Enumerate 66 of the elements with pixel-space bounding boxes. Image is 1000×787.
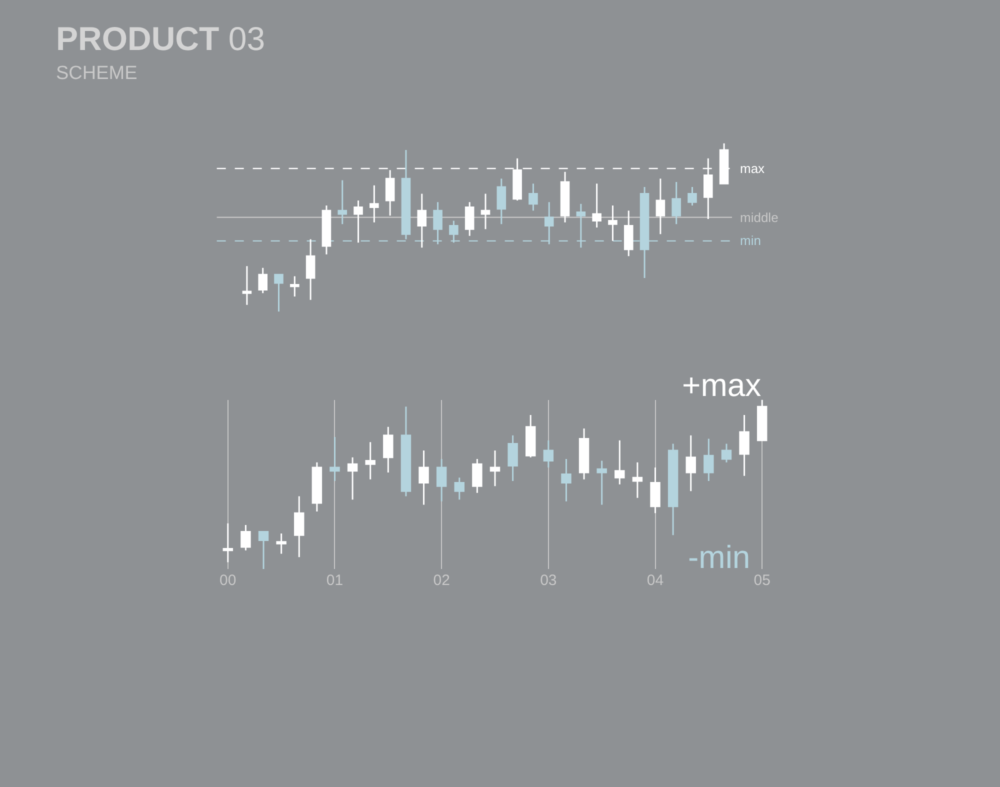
candlestick [596,460,607,506]
candlestick [686,434,696,492]
candlestick [383,426,394,474]
x-tick-label: 04 [646,572,664,589]
candlestick [578,428,590,480]
candlestick [276,532,286,555]
candlestick [560,171,570,224]
candlestick [385,169,395,216]
candlestick [656,178,666,235]
candlestick [464,201,474,237]
candlestick [490,450,500,487]
candlestick [672,181,681,225]
candlestick [400,406,412,497]
candlestick [704,438,714,482]
candlestick [592,182,602,228]
candlestick [454,476,464,500]
x-tick-label: 02 [433,572,450,589]
ref-line-label: min [740,233,761,248]
x-tick-label: 03 [540,572,557,589]
candlestick [608,204,618,242]
candlestick [688,186,697,206]
candlestick [330,436,340,482]
candlestick [721,443,732,464]
x-tick-label: 05 [754,572,770,589]
candlestick [242,265,252,306]
candlestick [347,456,358,500]
candlestick [240,524,251,552]
candlestick [543,440,554,468]
x-tick-label: 01 [326,572,344,589]
candlestick [739,414,750,477]
candlestick [508,434,518,482]
x-tick-label: 00 [220,572,236,589]
candlestick [417,193,427,248]
ref-line-label: middle [740,210,778,225]
candlestick [294,495,304,558]
annotation: -min [688,539,750,575]
candlestick [668,443,678,536]
candlestick [528,182,538,212]
candlestick [496,178,506,225]
candlestick [436,458,447,502]
candlestick [418,450,429,506]
candlestick [614,440,625,486]
candlestick [222,522,234,563]
ref-line-label: max [740,161,766,176]
candlestick [322,204,332,256]
candlestick [354,200,363,244]
candlestick [306,238,316,301]
candlestick [258,267,268,294]
candlestick [624,210,634,257]
candlestick [650,466,660,514]
annotation: +max [682,367,762,403]
candlestick [258,531,269,569]
chart-title: PRODUCT 03 [56,20,266,57]
candlestick [312,462,322,512]
candlestick [561,458,572,502]
candlestick [370,184,379,224]
candlestick [290,276,300,298]
candlestick [274,274,284,312]
chart-subtitle: SCHEME [56,63,138,84]
candlestick [756,400,768,442]
candlestick [480,193,490,230]
candlestick [472,458,482,494]
candlestick [526,414,536,458]
candlestick [338,180,348,225]
candlestick [632,462,643,499]
candlestick [365,441,376,480]
